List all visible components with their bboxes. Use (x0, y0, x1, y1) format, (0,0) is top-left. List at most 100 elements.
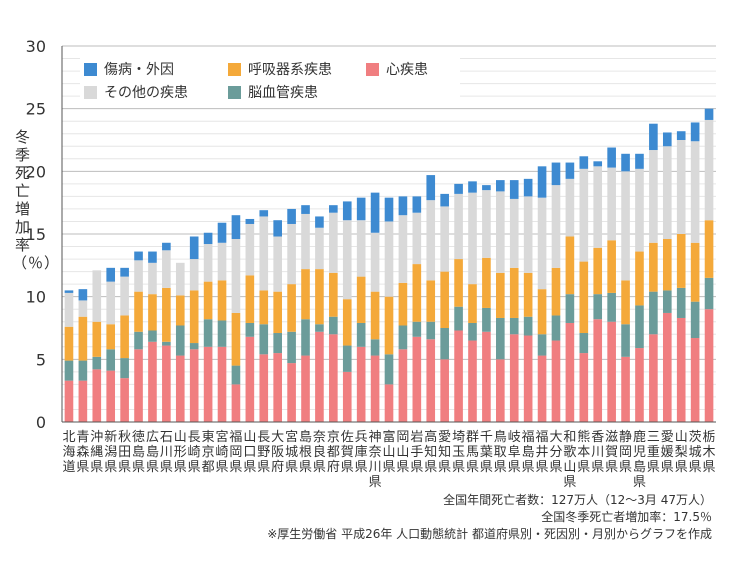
y-tick-labels: 0 5 10 15 20 25 30 (26, 37, 46, 432)
bar-segment (189, 290, 199, 344)
bar-segment (134, 251, 143, 261)
bar-segment (579, 353, 589, 422)
x-tick-label: 岩手県 (410, 430, 423, 475)
bar-segment (482, 331, 491, 422)
bar-segment (342, 345, 352, 372)
bar-segment (329, 272, 338, 317)
x-tick-label: 福島県 (522, 430, 535, 475)
bar-segment (496, 191, 505, 273)
x-tick-label: 徳島県 (132, 430, 145, 475)
bar-segment (134, 349, 143, 422)
x-tick-char: 森 (76, 445, 89, 460)
bar-segment (468, 340, 477, 422)
bar-segment (356, 322, 366, 347)
bar-segment (64, 326, 74, 361)
bar-segment (649, 334, 658, 422)
x-tick-label: 福岡県 (229, 430, 242, 475)
bar-segment (690, 338, 700, 422)
x-tick-char: 知 (424, 444, 437, 460)
x-tick-char: 奈 (369, 445, 382, 460)
x-tick-char: 滋 (605, 430, 618, 445)
bar-segment (676, 287, 686, 318)
y-tick-label: 0 (36, 413, 46, 432)
x-tick-char: 県 (549, 460, 562, 475)
bar-segment (440, 271, 449, 328)
bar-segment (301, 205, 310, 214)
bar-segment (301, 355, 310, 422)
x-tick-label: 山形県 (174, 430, 187, 475)
x-tick-char: 島 (633, 460, 646, 475)
bar-segment (342, 299, 352, 346)
legend-label-other: その他の疾患 (104, 85, 188, 101)
x-tick-char: 神 (369, 430, 382, 445)
bar-segment (635, 251, 644, 306)
x-tick-char: 県 (369, 475, 382, 490)
bar-segment (635, 348, 644, 422)
bar-segment (426, 175, 436, 201)
x-tick-label: 宮崎県 (216, 429, 229, 475)
bar-segment (287, 223, 296, 285)
x-tick-label: 島根県 (299, 430, 312, 475)
legend-item-heart: 心疾患 (366, 58, 428, 80)
bar-segment (454, 183, 463, 194)
x-tick-char: 形 (174, 445, 187, 460)
bar-segment (468, 284, 477, 323)
bar-segment (621, 324, 630, 357)
bar-segment (203, 281, 213, 320)
bar-segment (162, 287, 171, 342)
x-tick-char: 重 (647, 444, 660, 460)
x-tick-char: 県 (577, 460, 590, 475)
bar-segment (412, 321, 422, 337)
x-tick-label: 広島県 (146, 430, 159, 475)
bar-segment (537, 289, 547, 335)
bar-segment (245, 275, 255, 323)
x-tick-label: 埼玉県 (452, 430, 465, 475)
bar-segment (426, 339, 436, 422)
x-tick-char: 島 (146, 445, 159, 460)
x-tick-char: 秋 (118, 430, 131, 445)
bar-segment (509, 334, 519, 422)
y-axis-label: 冬季死亡増加率（％） (12, 128, 61, 272)
x-tick-char: 県 (410, 460, 423, 475)
bar-segment (551, 267, 561, 316)
x-tick-label: 新潟県 (104, 429, 117, 475)
bar-segment (607, 321, 616, 422)
x-tick-char: 東 (202, 429, 215, 445)
x-tick-char: 海 (62, 445, 75, 460)
bar-segment (148, 294, 157, 331)
x-tick-char: 県 (285, 460, 298, 475)
bar-segment (148, 262, 157, 295)
x-tick-char: 愛 (661, 430, 674, 445)
x-tick-char: 広 (146, 430, 159, 445)
x-tick-label: 京都府 (327, 430, 340, 475)
x-tick-char: 分 (549, 445, 562, 460)
bar-segment (162, 250, 171, 288)
x-tick-label: 宮城県 (285, 429, 298, 475)
x-tick-char: 阪 (271, 445, 284, 460)
bar-segment (607, 240, 616, 293)
bar-segment (537, 355, 547, 422)
y-tick-label: 20 (26, 162, 46, 181)
bar-segment (621, 280, 630, 325)
x-tick-char: 都 (327, 445, 340, 460)
bar-segment (482, 307, 491, 332)
x-tick-label: 高知県 (424, 429, 437, 475)
bar-segment (704, 277, 714, 310)
bar-segment (440, 206, 449, 272)
bar-segment (231, 365, 241, 385)
legend-swatch-respiratory (228, 62, 241, 76)
x-tick-char: 山 (563, 460, 576, 475)
bar-segment (189, 343, 199, 350)
bar-segment (189, 236, 199, 260)
x-tick-char: 大 (271, 430, 284, 445)
bar-segment (148, 341, 157, 422)
bar-segment (635, 168, 644, 252)
bar-segment (342, 371, 352, 422)
bar-segment (523, 196, 533, 273)
x-tick-label: 福井県 (536, 430, 549, 475)
x-tick-label: 静岡県 (619, 430, 632, 475)
x-tick-char: 福 (522, 430, 535, 445)
bar-segment (565, 162, 575, 179)
x-tick-char: 県 (104, 460, 117, 475)
bar-segment (106, 281, 116, 325)
